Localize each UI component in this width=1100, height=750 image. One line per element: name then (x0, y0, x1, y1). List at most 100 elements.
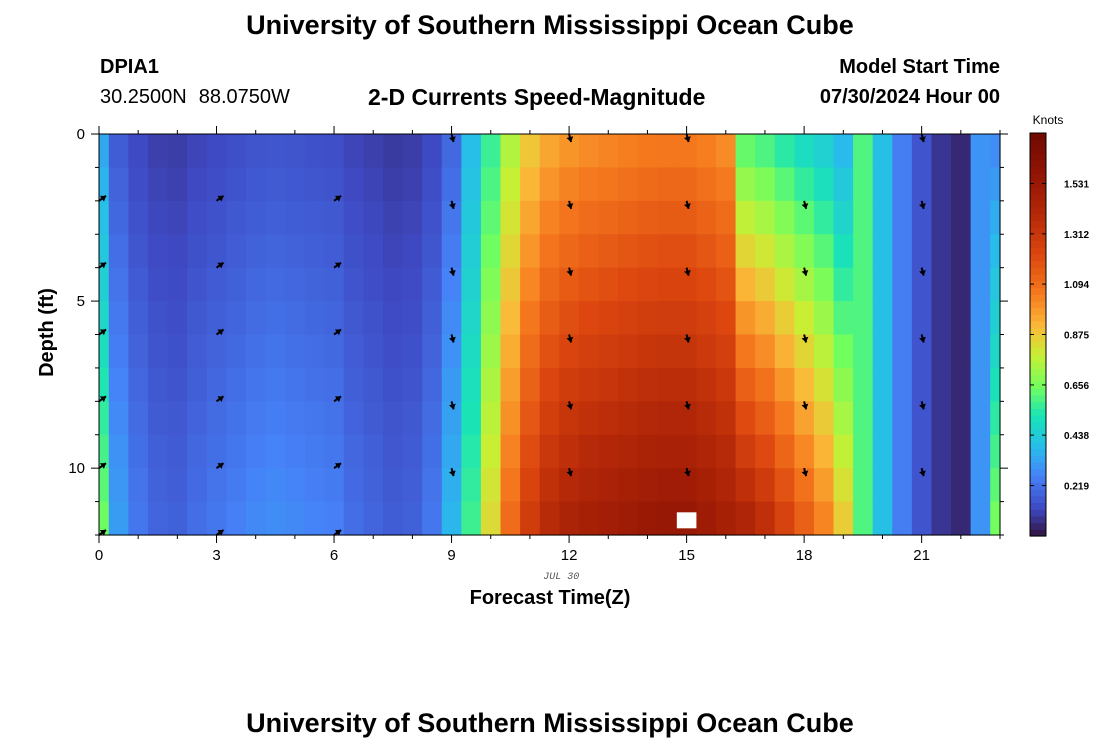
heatmap-cell (618, 501, 639, 536)
heatmap-cell (343, 134, 365, 169)
heatmap-cell (285, 167, 306, 202)
heatmap-cell (167, 334, 188, 369)
heatmap-cell (657, 134, 678, 169)
heatmap-cell (755, 234, 776, 269)
current-vector (801, 401, 809, 410)
heatmap-cell (872, 267, 893, 302)
heatmap-cell (167, 167, 188, 202)
heatmap-cell (245, 334, 267, 369)
heatmap-cell (539, 334, 560, 369)
heatmap-cell (735, 200, 756, 235)
heatmap-cell (147, 367, 169, 402)
heatmap-cell (872, 334, 893, 369)
heatmap-cell (970, 134, 991, 169)
heatmap-cell (637, 200, 658, 235)
heatmap-cell (167, 434, 188, 469)
heatmap-cell (931, 501, 952, 536)
heatmap-cell (911, 367, 933, 402)
heatmap-cell (872, 234, 893, 269)
heatmap-cell (853, 267, 874, 302)
current-vector (215, 462, 225, 469)
heatmap-cell (539, 501, 560, 536)
colorbar-segment (1030, 468, 1046, 477)
heatmap-cell (500, 434, 521, 469)
heatmap-cell (794, 434, 815, 469)
heatmap-cell (735, 267, 756, 302)
heatmap-cell (676, 200, 698, 235)
y-tick-label: 5 (77, 293, 85, 310)
vector-head (684, 403, 691, 410)
heatmap-cell (833, 167, 854, 202)
current-vector (801, 467, 809, 477)
colorbar-segment (1030, 441, 1046, 450)
heatmap-cell (363, 468, 384, 503)
heatmap-cell (813, 301, 835, 336)
heatmap-cell (539, 301, 560, 336)
heatmap-cell (167, 200, 188, 235)
current-vector (566, 401, 574, 410)
heatmap-cell (265, 468, 286, 503)
heatmap-cell (480, 468, 502, 503)
heatmap-cell (637, 134, 658, 169)
heatmap-cell (539, 267, 560, 302)
colorbar: Knots 1.531 1.312 1.094 0.875 0.656 0.438 0.219 (1029, 113, 1089, 537)
current-vector (684, 334, 691, 343)
heatmap-cell (637, 334, 658, 369)
heatmap-cell (265, 134, 286, 169)
heatmap-cell (500, 200, 521, 235)
colorbar-segment (1030, 267, 1046, 275)
heatmap-cell (99, 334, 110, 369)
heatmap-cell (559, 367, 580, 402)
heatmap-cell (696, 501, 717, 536)
heatmap-cell (951, 468, 972, 503)
heatmap-cell (598, 468, 619, 503)
heatmap-cell (578, 468, 600, 503)
heatmap-cell (147, 401, 169, 436)
heatmap-cell (99, 267, 110, 302)
heatmap-cell (696, 367, 717, 402)
heatmap-cell (931, 267, 952, 302)
heatmap-cell (324, 267, 345, 302)
heatmap-cell (226, 501, 247, 536)
heatmap-cell (813, 267, 835, 302)
heatmap-cell (774, 434, 795, 469)
heatmap-cell (715, 334, 737, 369)
vector-head (801, 269, 809, 276)
heatmap-cell (285, 434, 306, 469)
heatmap-cell (245, 167, 267, 202)
vector-head (566, 203, 574, 209)
heatmap-cell (108, 200, 129, 235)
colorbar-tick-label: 0.656 (1064, 381, 1089, 392)
heatmap-cell (598, 434, 619, 469)
heatmap-cell (951, 167, 972, 202)
current-vector (98, 328, 107, 336)
heatmap-cell (206, 267, 227, 302)
heatmap-cell (265, 301, 286, 336)
x-tick-label: 12 (561, 547, 578, 564)
heatmap-cell (539, 167, 560, 202)
heatmap-cell (265, 200, 286, 235)
heatmap-cell (911, 200, 933, 235)
page-title: University of Southern Mississippi Ocean… (246, 10, 854, 40)
heatmap-cell (794, 334, 815, 369)
heatmap-cell (559, 267, 580, 302)
heatmap-cell (715, 468, 737, 503)
vector-head (684, 470, 691, 477)
heatmap-cell (715, 267, 737, 302)
station-id: DPIA1 (100, 56, 159, 78)
vector-head (334, 530, 342, 536)
heatmap-cell (637, 434, 658, 469)
heatmap-cell (970, 234, 991, 269)
heatmap-cell (755, 334, 776, 369)
heatmap-cell (206, 167, 227, 202)
heatmap-cell (735, 401, 756, 436)
current-vector (448, 267, 456, 276)
heatmap-cell (99, 501, 110, 536)
heatmap-cell (715, 434, 737, 469)
heatmap-cell (794, 200, 815, 235)
heatmap-cell (520, 234, 541, 269)
colorbar-tick-label: 0.219 (1064, 482, 1089, 493)
vector-head (448, 269, 456, 276)
heatmap-cell (911, 468, 933, 503)
heatmap-cell (578, 301, 600, 336)
